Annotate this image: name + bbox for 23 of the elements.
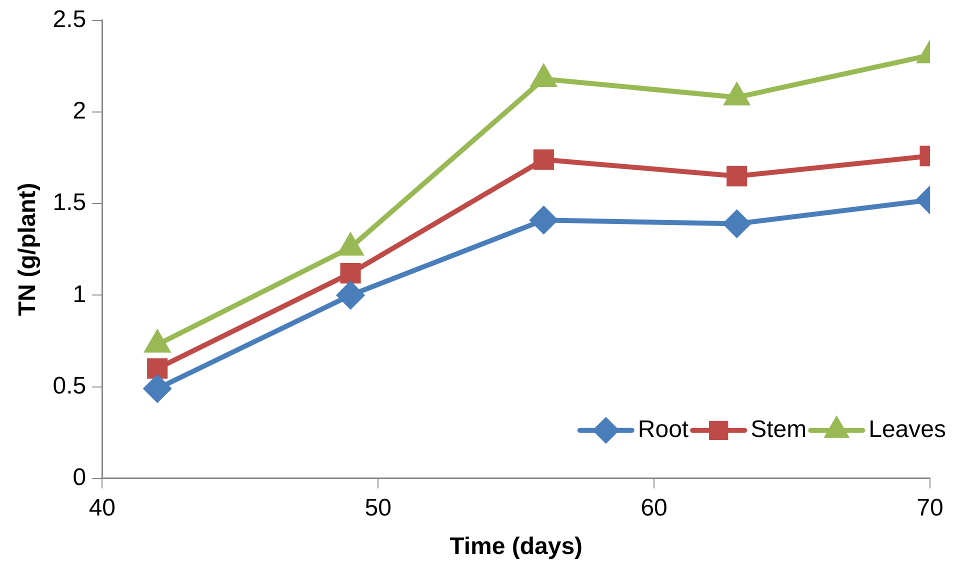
point <box>147 358 168 379</box>
point <box>340 262 361 284</box>
y-tick-label: 1.5 <box>52 189 86 216</box>
point <box>726 166 748 186</box>
y-tick-label: 0.5 <box>52 372 86 400</box>
y-tick-label: 2 <box>72 98 86 125</box>
y-axis-title: TN (g/plant) <box>14 182 42 316</box>
legend-label: Leaves <box>868 416 946 444</box>
point <box>533 149 554 170</box>
point <box>530 206 558 234</box>
point <box>723 210 750 238</box>
x-tick-label: 60 <box>640 494 668 522</box>
x-tick-label: 70 <box>916 494 944 522</box>
point <box>337 282 364 309</box>
point <box>144 375 171 402</box>
x-tick-label: 40 <box>88 494 116 522</box>
x-tick-label: 50 <box>364 494 392 522</box>
y-tick-label: 0 <box>72 464 86 492</box>
legend-label: Root <box>638 416 689 444</box>
y-tick-label: 2.5 <box>52 6 86 34</box>
legend-label: Stem <box>750 416 807 444</box>
y-tick-label: 1 <box>72 280 86 308</box>
x-axis-title: Time (days) <box>450 533 583 560</box>
